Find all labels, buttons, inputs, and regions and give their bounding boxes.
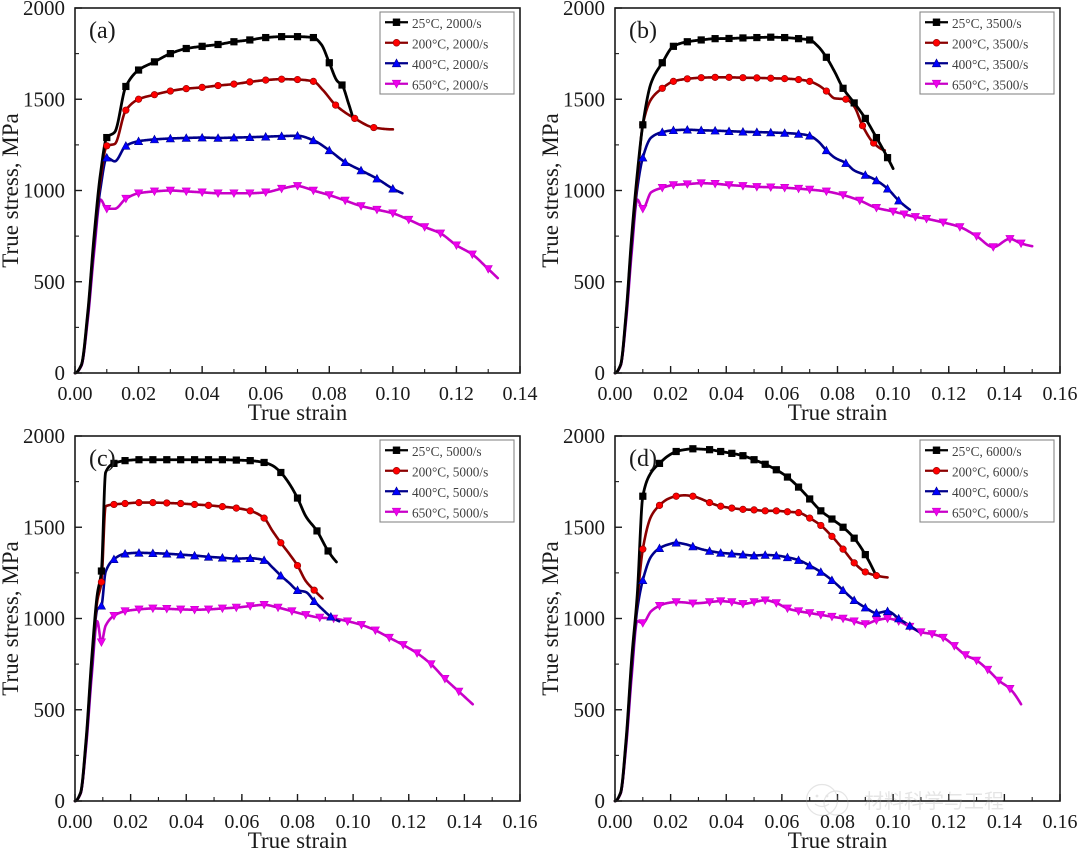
svg-text:0.16: 0.16: [503, 811, 538, 833]
svg-text:0.14: 0.14: [447, 811, 482, 833]
svg-text:0.02: 0.02: [113, 811, 148, 833]
svg-text:400°C, 6000/s: 400°C, 6000/s: [952, 485, 1028, 500]
svg-text:400°C, 3500/s: 400°C, 3500/s: [952, 57, 1028, 72]
svg-text:True stress, MPa: True stress, MPa: [0, 113, 23, 267]
svg-text:0: 0: [55, 789, 66, 813]
svg-text:200°C, 3500/s: 200°C, 3500/s: [952, 36, 1028, 51]
svg-text:0.00: 0.00: [58, 383, 93, 405]
svg-text:0.04: 0.04: [169, 811, 204, 833]
svg-text:0: 0: [595, 789, 606, 813]
svg-text:True stress, MPa: True stress, MPa: [0, 541, 23, 695]
svg-text:1000: 1000: [23, 179, 65, 203]
svg-text:0.02: 0.02: [653, 811, 688, 833]
svg-text:(b): (b): [629, 18, 657, 44]
svg-text:True stress, MPa: True stress, MPa: [538, 113, 563, 267]
svg-text:0.14: 0.14: [987, 811, 1022, 833]
svg-text:True strain: True strain: [788, 828, 888, 853]
svg-text:200°C, 2000/s: 200°C, 2000/s: [412, 36, 488, 51]
svg-text:0.12: 0.12: [439, 383, 474, 405]
svg-text:True stress, MPa: True stress, MPa: [538, 541, 563, 695]
svg-text:0.16: 0.16: [1043, 383, 1078, 405]
svg-text:True strain: True strain: [248, 400, 348, 425]
svg-text:True strain: True strain: [248, 828, 348, 853]
svg-text:25°C, 6000/s: 25°C, 6000/s: [952, 444, 1022, 459]
svg-text:25°C, 2000/s: 25°C, 2000/s: [412, 16, 482, 31]
svg-text:0.16: 0.16: [1043, 811, 1078, 833]
svg-text:1500: 1500: [563, 87, 605, 111]
svg-text:0.12: 0.12: [391, 811, 426, 833]
svg-text:2000: 2000: [23, 0, 65, 20]
svg-text:0.14: 0.14: [987, 383, 1022, 405]
svg-text:1500: 1500: [23, 87, 65, 111]
svg-text:2000: 2000: [563, 0, 605, 20]
svg-text:(a): (a): [89, 18, 116, 44]
svg-text:0.02: 0.02: [121, 383, 156, 405]
svg-text:(d): (d): [629, 446, 657, 472]
svg-text:0.00: 0.00: [598, 811, 633, 833]
svg-text:200°C, 6000/s: 200°C, 6000/s: [952, 464, 1028, 479]
svg-text:0.12: 0.12: [931, 383, 966, 405]
svg-text:200°C, 5000/s: 200°C, 5000/s: [412, 464, 488, 479]
svg-text:650°C, 5000/s: 650°C, 5000/s: [412, 505, 488, 520]
svg-text:0: 0: [55, 361, 66, 385]
svg-text:1000: 1000: [23, 607, 65, 631]
svg-text:True strain: True strain: [788, 400, 888, 425]
svg-text:500: 500: [34, 698, 66, 722]
svg-text:2000: 2000: [23, 424, 65, 448]
svg-text:650°C, 6000/s: 650°C, 6000/s: [952, 505, 1028, 520]
svg-text:650°C, 2000/s: 650°C, 2000/s: [412, 77, 488, 92]
svg-text:500: 500: [574, 270, 606, 294]
svg-text:0: 0: [595, 361, 606, 385]
svg-text:0.12: 0.12: [931, 811, 966, 833]
svg-text:25°C, 5000/s: 25°C, 5000/s: [412, 444, 482, 459]
svg-text:0.04: 0.04: [709, 383, 744, 405]
svg-text:0.10: 0.10: [375, 383, 410, 405]
svg-text:0.04: 0.04: [709, 811, 744, 833]
svg-text:0.00: 0.00: [58, 811, 93, 833]
svg-text:1000: 1000: [563, 179, 605, 203]
svg-text:0.14: 0.14: [503, 383, 538, 405]
svg-text:25°C, 3500/s: 25°C, 3500/s: [952, 16, 1022, 31]
svg-text:0.04: 0.04: [185, 383, 220, 405]
svg-text:500: 500: [574, 698, 606, 722]
svg-text:1500: 1500: [563, 515, 605, 539]
svg-text:(c): (c): [89, 446, 116, 472]
svg-text:材料科学与工程: 材料科学与工程: [864, 790, 1004, 813]
svg-text:500: 500: [34, 270, 66, 294]
svg-text:1500: 1500: [23, 515, 65, 539]
svg-text:1000: 1000: [563, 607, 605, 631]
svg-text:0.02: 0.02: [653, 383, 688, 405]
svg-text:400°C, 5000/s: 400°C, 5000/s: [412, 485, 488, 500]
svg-text:400°C, 2000/s: 400°C, 2000/s: [412, 57, 488, 72]
svg-text:650°C, 3500/s: 650°C, 3500/s: [952, 77, 1028, 92]
svg-text:2000: 2000: [563, 424, 605, 448]
svg-text:0.00: 0.00: [598, 383, 633, 405]
